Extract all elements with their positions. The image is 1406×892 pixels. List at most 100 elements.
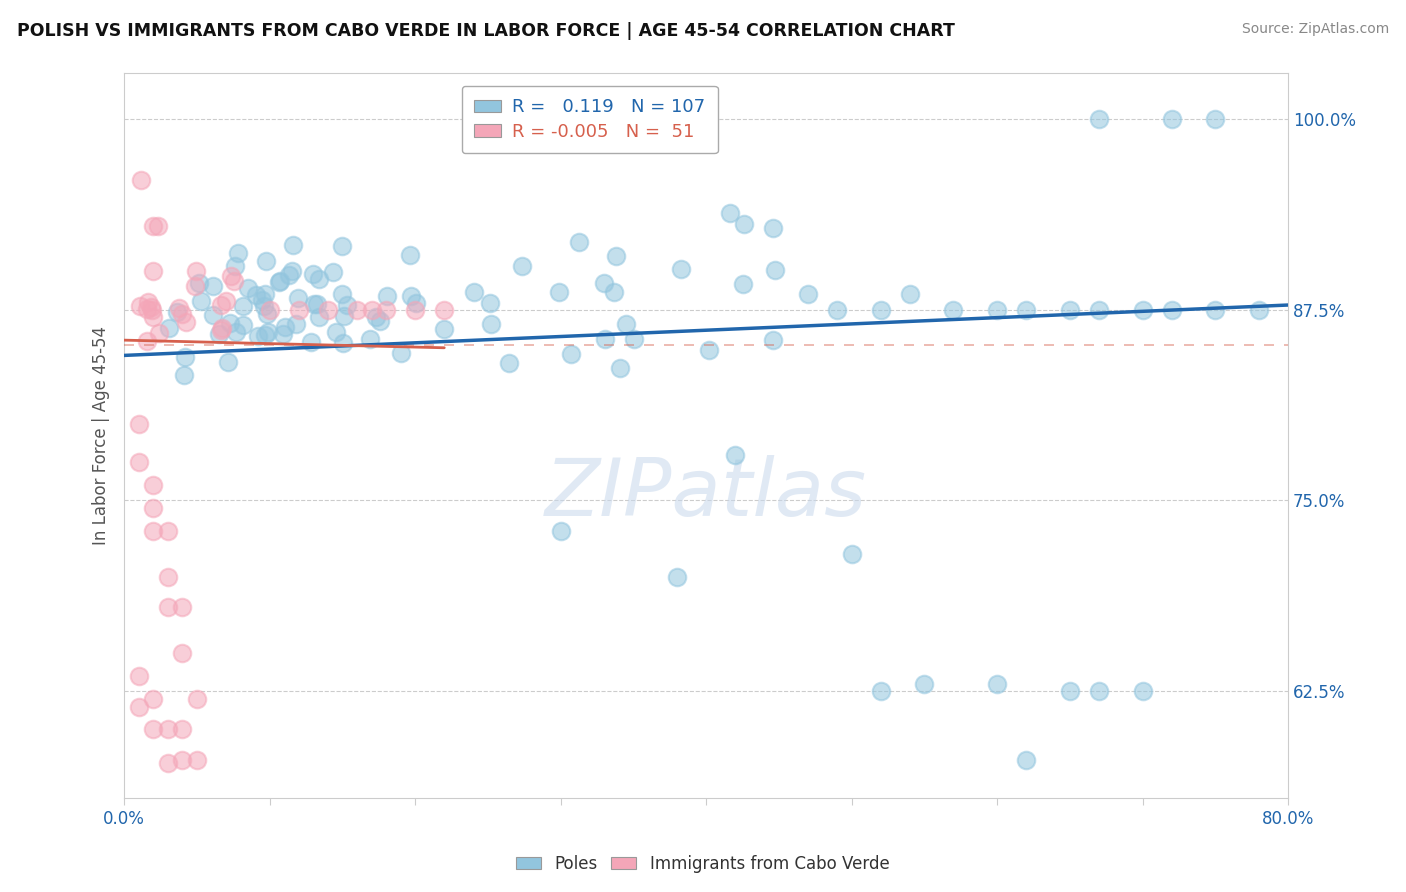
Point xyxy=(724,448,747,462)
Point xyxy=(510,259,533,273)
Point xyxy=(368,314,391,328)
Point xyxy=(156,524,179,538)
Point xyxy=(209,298,232,312)
Point xyxy=(316,302,339,317)
Point xyxy=(201,279,224,293)
Text: POLISH VS IMMIGRANTS FROM CABO VERDE IN LABOR FORCE | AGE 45-54 CORRELATION CHAR: POLISH VS IMMIGRANTS FROM CABO VERDE IN … xyxy=(17,22,955,40)
Point xyxy=(912,676,935,690)
Point xyxy=(1160,112,1182,126)
Point xyxy=(156,756,179,770)
Point xyxy=(593,332,616,346)
Point xyxy=(364,310,387,324)
Point xyxy=(221,269,243,284)
Point xyxy=(226,246,249,260)
Point xyxy=(1088,112,1111,126)
Point xyxy=(173,368,195,382)
Point xyxy=(399,247,422,261)
Point xyxy=(170,307,193,321)
Point xyxy=(869,684,891,698)
Point xyxy=(869,302,891,317)
Text: ZIPatlas: ZIPatlas xyxy=(546,455,868,533)
Point xyxy=(498,356,520,370)
Point xyxy=(222,273,245,287)
Point xyxy=(333,309,356,323)
Point xyxy=(271,326,294,341)
Point xyxy=(156,600,179,615)
Point xyxy=(269,274,291,288)
Point xyxy=(1160,302,1182,317)
Point xyxy=(232,318,254,332)
Point xyxy=(209,323,232,337)
Point xyxy=(841,547,863,561)
Point xyxy=(942,302,965,317)
Point xyxy=(142,723,165,737)
Point xyxy=(623,332,645,346)
Point xyxy=(1088,684,1111,698)
Point xyxy=(603,285,626,299)
Point xyxy=(797,287,820,301)
Point xyxy=(332,335,354,350)
Point xyxy=(478,295,501,310)
Point xyxy=(184,279,207,293)
Point xyxy=(281,238,304,252)
Point xyxy=(335,298,357,312)
Point xyxy=(269,275,291,289)
Point xyxy=(236,281,259,295)
Point xyxy=(253,287,276,301)
Point xyxy=(245,288,267,302)
Point xyxy=(172,723,194,737)
Point xyxy=(346,302,368,317)
Point xyxy=(375,288,398,302)
Point xyxy=(762,221,785,235)
Point xyxy=(614,318,637,332)
Point xyxy=(288,302,311,317)
Point xyxy=(128,417,150,431)
Point xyxy=(1059,684,1081,698)
Point xyxy=(148,326,170,341)
Point xyxy=(141,300,163,314)
Point xyxy=(136,302,159,317)
Point xyxy=(148,219,170,233)
Point xyxy=(211,321,233,335)
Point xyxy=(184,264,207,278)
Point xyxy=(224,259,246,273)
Point xyxy=(568,235,591,249)
Point xyxy=(156,723,179,737)
Point xyxy=(172,753,194,767)
Point xyxy=(259,302,281,317)
Point xyxy=(763,262,786,277)
Point xyxy=(433,321,456,335)
Point xyxy=(128,299,150,313)
Point xyxy=(172,646,194,660)
Point xyxy=(433,302,456,317)
Point xyxy=(1247,302,1270,317)
Point xyxy=(250,293,273,308)
Point xyxy=(156,570,179,584)
Point xyxy=(256,307,278,321)
Point xyxy=(253,328,276,343)
Point xyxy=(375,302,398,317)
Point xyxy=(1204,302,1226,317)
Point xyxy=(404,302,426,317)
Point xyxy=(274,319,297,334)
Point xyxy=(1015,753,1038,767)
Point xyxy=(215,293,238,308)
Point xyxy=(186,753,208,767)
Point xyxy=(217,354,239,368)
Point xyxy=(401,289,423,303)
Point xyxy=(142,310,165,324)
Point xyxy=(332,286,354,301)
Point xyxy=(232,299,254,313)
Point xyxy=(299,334,322,349)
Legend: R =   0.119   N = 107, R = -0.005   N =  51: R = 0.119 N = 107, R = -0.005 N = 51 xyxy=(461,86,718,153)
Point xyxy=(142,478,165,492)
Point xyxy=(605,249,627,263)
Point xyxy=(360,302,382,317)
Point xyxy=(1132,302,1154,317)
Point xyxy=(593,276,616,290)
Point xyxy=(219,316,242,330)
Point xyxy=(169,301,191,315)
Point xyxy=(225,325,247,339)
Point xyxy=(141,303,163,318)
Point xyxy=(986,302,1008,317)
